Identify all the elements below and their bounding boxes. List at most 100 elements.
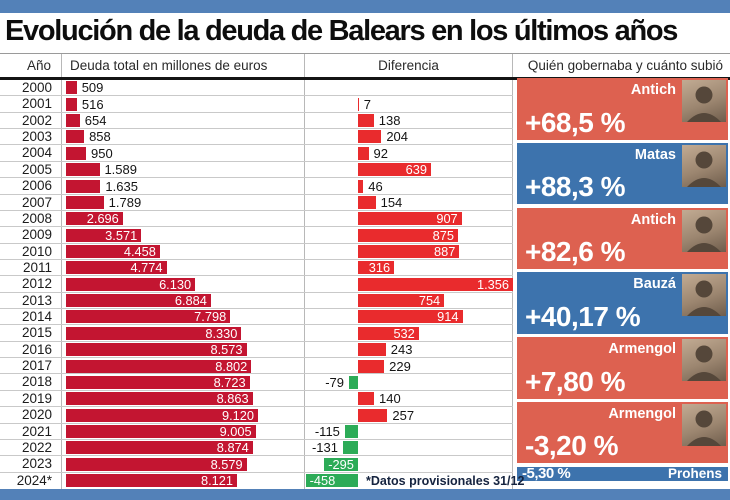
table-row: 2016 8.573 243 — [0, 341, 513, 359]
year-label: 2006 — [0, 178, 62, 194]
debt-bar: 8.121 — [66, 474, 237, 488]
governor-card: Antich +68,5 % — [517, 78, 728, 140]
year-label: 2021 — [0, 423, 62, 439]
diff-cell: 243 — [305, 341, 513, 358]
diff-bar — [358, 195, 376, 209]
diff-value: 92 — [373, 145, 388, 161]
diff-value: 46 — [368, 178, 383, 194]
debt-bar: 6.130 — [66, 277, 196, 291]
table-row: 2009 3.571 875 — [0, 227, 513, 244]
debt-cell: 509 — [62, 80, 305, 96]
diff-cell: 154 — [305, 194, 513, 210]
debt-cell: 8.874 — [62, 439, 305, 456]
table-row: 2022 8.874 -131 — [0, 439, 513, 457]
year-label: 2007 — [0, 194, 62, 210]
diff-bar: 914 — [358, 310, 463, 324]
diff-bar: 639 — [358, 163, 431, 177]
table-row: 2005 1.589 639 — [0, 161, 513, 179]
governor-change-pct: +68,5 % — [525, 106, 626, 138]
year-label: 2013 — [0, 292, 62, 309]
diff-bar — [358, 359, 385, 373]
debt-value: 509 — [81, 80, 104, 96]
debt-cell: 8.802 — [62, 358, 305, 374]
diff-bar: 532 — [358, 326, 419, 340]
year-label: 2018 — [0, 374, 62, 390]
year-label: 2010 — [0, 243, 62, 259]
debt-cell: 8.121 — [62, 472, 305, 489]
debt-table-body: 2000 509 2001 516 7 2002 654 138 — [0, 80, 513, 489]
page-title: Evolución de la deuda de Balears en los … — [5, 15, 678, 47]
debt-bar: 3.571 — [66, 228, 142, 242]
diff-value: 140 — [379, 391, 401, 407]
governor-card: Bauzá +40,17 % — [517, 272, 728, 334]
header-government: Quién gobernaba y cuánto subió — [527, 58, 723, 73]
person-silhouette-icon — [687, 86, 721, 122]
diff-value: 243 — [390, 342, 413, 358]
governor-name: Armengol — [608, 405, 676, 422]
debt-bar — [66, 81, 77, 95]
diff-value: -131 — [311, 440, 338, 456]
diff-cell: 257 — [305, 407, 513, 423]
table-row: 2024* 8.121 -458 — [0, 472, 513, 489]
table-row: 2001 516 7 — [0, 96, 513, 113]
year-label: 2004 — [0, 145, 62, 161]
table-row: 2002 654 138 — [0, 112, 513, 130]
diff-value: 229 — [389, 358, 411, 374]
debt-value: 654 — [84, 113, 107, 129]
debt-bar: 8.802 — [66, 359, 252, 373]
table-row: 2007 1.789 154 — [0, 194, 513, 211]
diff-bar — [358, 97, 359, 111]
debt-cell: 8.723 — [62, 374, 305, 390]
debt-value: 516 — [81, 96, 104, 112]
debt-value: 1.789 — [108, 194, 142, 210]
governor-change-pct: +88,3 % — [525, 171, 626, 203]
debt-value: 1.635 — [105, 178, 138, 194]
table-row: 2010 4.458 887 — [0, 243, 513, 260]
year-label: 2014 — [0, 309, 62, 325]
governor-name: Armengol — [608, 341, 676, 358]
year-label: 2009 — [0, 227, 62, 243]
diff-value: 204 — [386, 129, 409, 145]
year-label: 2015 — [0, 325, 62, 341]
diff-value: 138 — [378, 113, 401, 129]
diff-bar — [358, 392, 374, 406]
debt-bar: 6.884 — [66, 294, 211, 308]
governor-photo — [682, 339, 726, 382]
debt-bar: 4.458 — [66, 244, 160, 258]
table-row: 2015 8.330 532 — [0, 325, 513, 342]
diff-cell: 46 — [305, 178, 513, 194]
debt-cell: 654 — [62, 112, 305, 129]
diff-value: 154 — [380, 194, 403, 210]
governor-card: Armengol -3,20 % — [517, 401, 728, 464]
debt-bar: 8.579 — [66, 457, 247, 471]
table-row: 2023 8.579 -295 — [0, 456, 513, 473]
debt-cell: 3.571 — [62, 227, 305, 243]
debt-bar: 7.798 — [66, 310, 231, 324]
debt-bar: 8.330 — [66, 326, 242, 340]
debt-cell: 7.798 — [62, 309, 305, 325]
table-row: 2017 8.802 229 — [0, 358, 513, 375]
debt-bar — [66, 97, 77, 111]
table-row: 2014 7.798 914 — [0, 309, 513, 326]
top-frame-band — [0, 0, 730, 13]
governor-photo — [682, 209, 726, 252]
diff-bar: 1.356 — [358, 277, 513, 291]
governor-photo — [682, 144, 726, 187]
diff-cell: 1.356 — [305, 276, 513, 292]
year-label: 2008 — [0, 210, 62, 227]
diff-bar: 907 — [358, 212, 462, 226]
table-row: 2021 9.005 -115 — [0, 423, 513, 440]
debt-cell: 4.458 — [62, 243, 305, 259]
table-header-row: Año Deuda total en millones de euros Dif… — [0, 53, 730, 80]
diff-bar — [344, 424, 358, 438]
diff-cell: 92 — [305, 145, 513, 161]
year-label: 2022 — [0, 439, 62, 456]
debt-cell: 8.863 — [62, 390, 305, 407]
diff-bar — [358, 146, 369, 160]
debt-cell: 6.130 — [62, 276, 305, 292]
year-label: 2002 — [0, 112, 62, 129]
table-row: 2012 6.130 1.356 — [0, 276, 513, 293]
diff-cell: -295 — [305, 456, 513, 472]
diff-cell: 532 — [305, 325, 513, 341]
debt-bar — [66, 163, 100, 177]
